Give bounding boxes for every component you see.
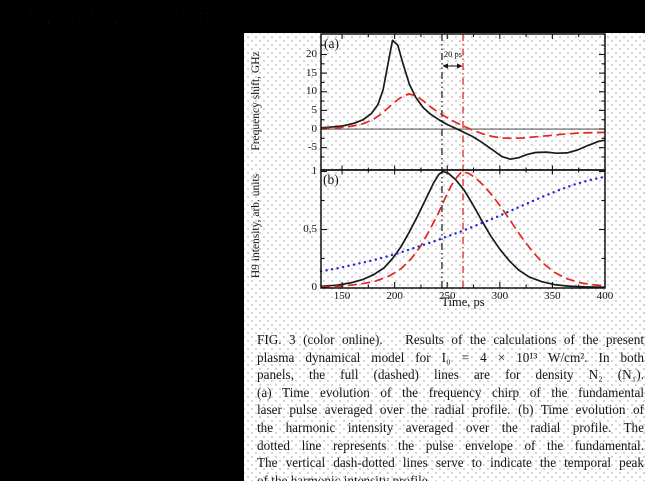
- faint-artifact-text-row2: ·· · : · ··· · ·: · · ·· :· · ·· · : ··: [16, 18, 232, 26]
- panel-a-ytick-label: 5: [311, 103, 318, 116]
- panel-a-ytick-label: 0: [311, 122, 318, 135]
- figure-background: [244, 33, 645, 481]
- xtick-label: 150: [333, 290, 351, 302]
- panel-a-label: (a): [324, 36, 339, 51]
- caption-line: FIG. 3 (color online). Results of the ca…: [257, 332, 644, 347]
- panel-a-ytick-label: -5: [307, 141, 317, 154]
- caption-line: laser pulse averaged over the radial pro…: [257, 402, 644, 418]
- caption-line: of the harmonic intensity profile.: [257, 472, 431, 481]
- panel-b-label: (b): [323, 172, 339, 187]
- caption-line: The vertical dash-dotted lines serve to …: [257, 455, 644, 471]
- panel-b-ytick-label: 0,5: [303, 223, 317, 235]
- panel-b-ytick-label: 1: [311, 165, 318, 177]
- panel-a-y-axis-title: Frequency shift, GHz: [250, 51, 262, 151]
- xtick-label: 200: [386, 290, 403, 302]
- faint-artifact-text-row1: · :·· · ·· ·: ·· · ·· · · ·:· ·· · · ··: [16, 9, 232, 17]
- caption-line: dotted line represents the pulse envelop…: [257, 437, 644, 453]
- panel-b-ytick-label: 0: [311, 281, 318, 293]
- caption-line: panels, the full (dashed) lines are for …: [257, 367, 644, 383]
- xtick-label: 400: [596, 290, 614, 302]
- panel-b-y-axis-title: H9 intensity, arb. units: [250, 173, 262, 279]
- xtick-label: 300: [491, 290, 509, 302]
- caption-line: the harmonic intensity averaged over the…: [257, 419, 644, 435]
- caption-line: plasma dynamical model for I₀ = 4 × 10¹³…: [257, 349, 644, 365]
- caption-line: (a) Time evolution of the frequency chir…: [257, 384, 644, 400]
- curve-dashed-red: [320, 170, 606, 288]
- panel-a-ytick-label: 10: [306, 85, 317, 98]
- curve-solid-black: [320, 39, 606, 161]
- panel-a-ytick-label: 20: [306, 47, 317, 60]
- x-axis-title: Time, ps: [441, 295, 485, 309]
- curve-solid-black: [320, 170, 606, 289]
- figure-caption: FIG. 3 (color online). Results of the ca…: [257, 331, 644, 481]
- xtick-label: 350: [544, 290, 561, 302]
- xtick-label: 250: [438, 290, 456, 302]
- delay-arrowhead-right: [457, 63, 463, 69]
- delay-annotation: 20 ps: [443, 49, 463, 59]
- delay-arrowhead-left: [442, 63, 448, 69]
- curve-dashed-red: [320, 93, 606, 140]
- panel-a-ytick-label: 15: [306, 66, 317, 79]
